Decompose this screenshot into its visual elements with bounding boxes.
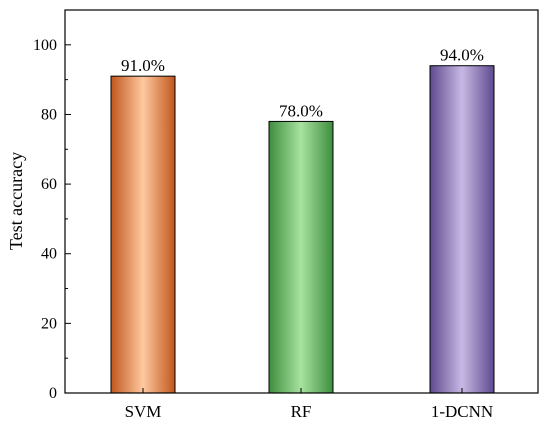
y-tick-label: 60 — [41, 176, 57, 193]
y-tick-label: 80 — [41, 106, 57, 123]
x-tick-label-1-dcnn: 1-DCNN — [431, 402, 493, 421]
bar-rf — [268, 120, 334, 394]
y-tick-label: 20 — [41, 315, 57, 332]
data-label-svm: 91.0% — [121, 56, 165, 75]
y-tick-label: 0 — [49, 385, 57, 402]
data-label-rf: 78.0% — [279, 101, 323, 120]
bar-svm — [110, 75, 176, 394]
y-tick-label: 100 — [33, 37, 57, 54]
x-tick-label-rf: RF — [291, 402, 312, 421]
plot-frame — [64, 9, 539, 394]
bar-1-dcnn — [429, 65, 495, 394]
y-axis-label: Test accuracy — [6, 152, 26, 250]
data-label-1-dcnn: 94.0% — [440, 46, 484, 65]
x-tick-label-svm: SVM — [125, 402, 162, 421]
y-tick-label: 40 — [41, 246, 57, 263]
